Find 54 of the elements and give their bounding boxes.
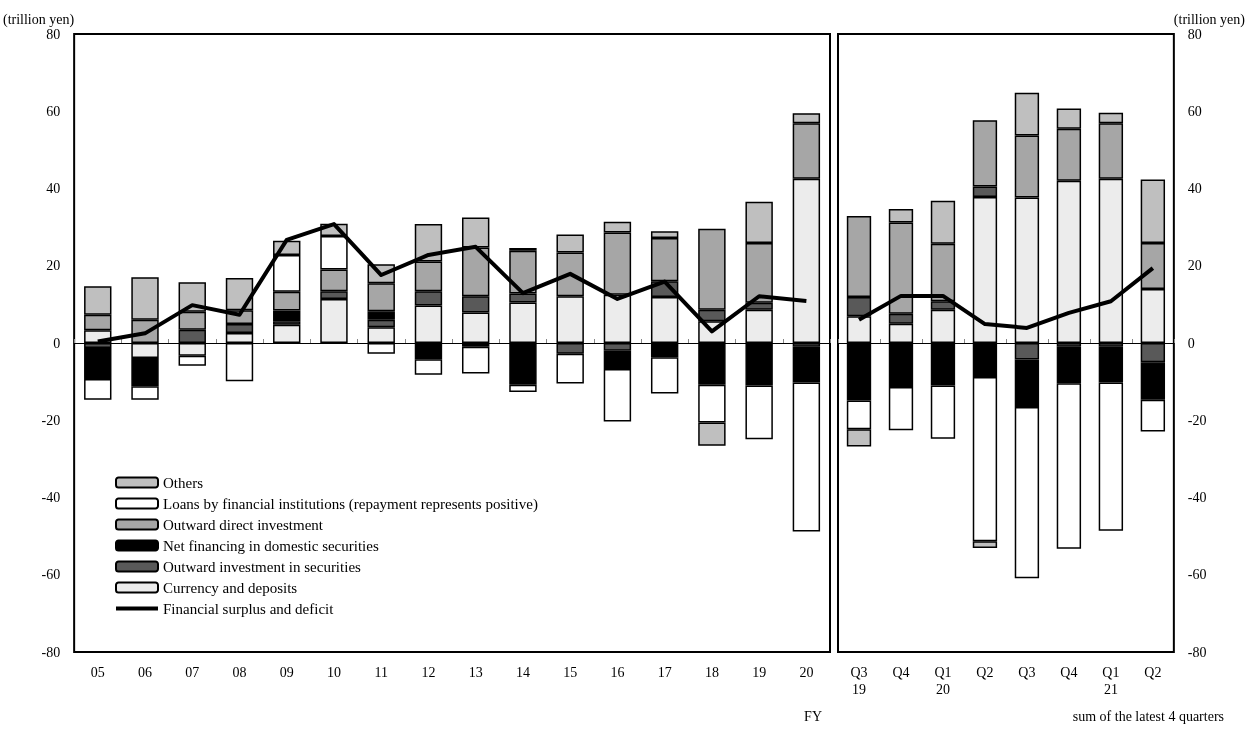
x-tick-label: 08	[232, 665, 247, 680]
x-tick-label: Q4	[1060, 665, 1078, 680]
x-tick-label: 13	[468, 665, 483, 680]
y-tick-label: 40	[46, 181, 61, 196]
x-tick-label: Q3 19	[850, 665, 868, 697]
y-tick-label: -20	[41, 412, 61, 428]
legend-label: Financial surplus and deficit	[163, 600, 335, 617]
x-tick-label: 05	[90, 665, 105, 680]
x-tick-label: Q3	[1018, 665, 1036, 680]
y-tick-label: -40	[41, 490, 61, 505]
y-tick-label: -80	[41, 644, 61, 660]
y-tick-label: 0	[53, 335, 61, 351]
legend-label: Net financing in domestic securities	[163, 537, 379, 554]
text: sum of the latest 4 quarters	[1072, 708, 1225, 724]
x-tick-label: Q4	[892, 665, 910, 680]
x-tick-label: 19	[752, 665, 767, 680]
x-tick-label: 12	[421, 665, 436, 680]
legend-label: Currency and deposits	[163, 579, 298, 596]
x-tick-label: Q1 20	[934, 665, 952, 697]
x-tick-label: 07	[185, 665, 200, 680]
y-tick-label: -40	[1187, 490, 1207, 505]
y-axis-title: (trillion yen)	[2, 11, 75, 28]
legend-label: Loans by financial institutions (repayment represents positive)	[163, 495, 538, 513]
y-tick-label: 80	[1187, 26, 1202, 42]
x-tick-label: 11	[374, 665, 388, 680]
legend-label: Outward investment in securities	[163, 558, 362, 575]
y-tick-label: -60	[41, 567, 61, 583]
y-tick-label: 60	[1187, 103, 1202, 119]
x-tick-label: 18	[704, 665, 719, 680]
x-tick-label: 16	[610, 665, 625, 680]
x-tick-label: 15	[563, 665, 578, 680]
legend-label: Outward direct investment	[163, 516, 324, 533]
y-tick-label: -80	[1187, 644, 1207, 660]
y-tick-label: 20	[46, 258, 61, 274]
bar	[461, 346, 490, 374]
x-tick-label: Q2	[1144, 665, 1162, 680]
y-tick-label: -20	[1187, 412, 1207, 428]
x-tick-label: 17	[657, 665, 672, 680]
x-tick-label: Q1 21	[1102, 665, 1120, 697]
x-tick-label: 20	[799, 665, 814, 680]
y-tick-label: 80	[46, 26, 61, 42]
y-tick-label: 40	[1187, 181, 1202, 196]
y-tick-label: 60	[46, 103, 61, 119]
x-tick-label: Q2	[976, 665, 994, 680]
y-tick-label: 0	[1187, 335, 1195, 351]
x-tick-label: 06	[138, 665, 153, 680]
y-tick-label: -60	[1187, 567, 1207, 583]
y-tick-label: 20	[1187, 258, 1202, 274]
text: FY	[804, 708, 823, 724]
x-tick-label: 10	[326, 665, 341, 680]
y-axis-title: (trillion yen)	[1173, 11, 1246, 28]
legend-label: Others	[163, 474, 204, 491]
x-tick-label: 14	[515, 665, 530, 680]
x-tick-label: 09	[279, 665, 294, 680]
